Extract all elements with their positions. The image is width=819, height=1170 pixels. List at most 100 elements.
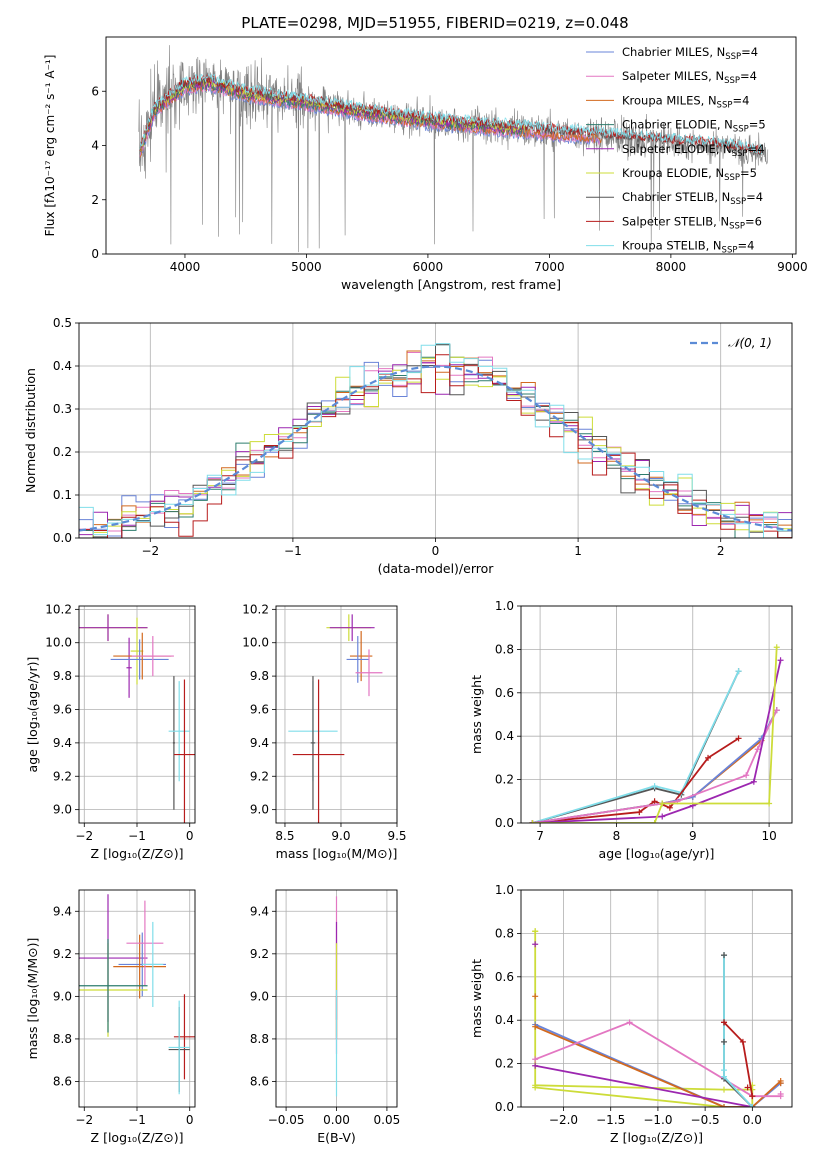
weight-marker-salpeter_stelib — [735, 735, 742, 742]
weight-marker-kroupa_miles — [777, 1080, 784, 1087]
y-tick-label: 10.2 — [45, 602, 72, 616]
mass_vs_z-grid — [79, 890, 195, 1107]
weight-marker-kroupa_stelib — [721, 1073, 728, 1080]
spectrum-plot: 4000 5000 6000 7000 8000 9000 0 2 4 6 wavelength [… — [43, 36, 808, 292]
x-tick-label: 8 — [613, 829, 621, 843]
x-tick-label: 0.00 — [323, 1113, 350, 1127]
mass_vs_ebv-plot: −0.05 0.00 0.05 8.6 8.8 9.0 9.2 9.4 E(B-V) — [250, 889, 400, 1145]
weight-marker-kroupa_elodie — [659, 800, 666, 807]
legend-entry: Chabrier STELIB, NSSP=4 — [622, 190, 763, 207]
axes-frame — [275, 605, 398, 824]
y-tick-label: 9.4 — [250, 904, 269, 918]
weight-marker-kroupa_stelib — [721, 1067, 728, 1074]
y-tick-label: 10.0 — [242, 636, 269, 650]
weight-marker-kroupa_elodie — [721, 1086, 728, 1093]
residual_histogram-marks — [79, 343, 792, 538]
y-tick-label: 4 — [91, 139, 99, 153]
model-spectrum-chabrier_miles — [139, 83, 601, 159]
x-tick-label: 6000 — [413, 260, 444, 274]
y-tick-label: 9.8 — [53, 669, 72, 683]
y-axis-label: mass [log₁₀(M/M⊙)] — [25, 938, 40, 1060]
age_vs_mass-axes: 8.5 9.0 9.5 9.0 9.2 9.4 9.6 9.8 10.0 10.2 mass [lo… — [242, 602, 406, 861]
legend-entry: 𝒩(0, 1) — [728, 336, 772, 350]
y-tick-label: 8.8 — [250, 1032, 269, 1046]
weight-line-salpeter_miles — [532, 709, 778, 823]
spectrum-axes: 4000 5000 6000 7000 8000 9000 0 2 4 6 wavelength [… — [43, 36, 808, 292]
y-tick-label: 0.4 — [495, 729, 514, 743]
histogram-kroupa_stelib — [79, 343, 792, 538]
y-tick-label: 9.4 — [53, 736, 72, 750]
spectrum-legend: Chabrier MILES, NSSP=4 Salpeter MILES, NS… — [586, 45, 766, 256]
y-tick-label: 9.2 — [250, 947, 269, 961]
weight-marker-salpeter_stelib — [651, 798, 658, 805]
y-tick-label: 8.6 — [250, 1074, 269, 1088]
y-tick-label: 0.2 — [53, 445, 72, 459]
model-spectrum-kroupa_elodie — [139, 77, 526, 152]
x-tick-label: −1 — [284, 544, 302, 558]
weight-marker-salpeter_elodie — [659, 813, 666, 820]
x-tick-label: 8000 — [656, 260, 687, 274]
axes-frame — [275, 889, 398, 1108]
y-axis-label: Flux [fλ10⁻¹⁷ erg cm⁻² s⁻¹ A⁻¹] — [43, 55, 57, 237]
weight-marker-salpeter_miles — [532, 1056, 539, 1063]
y-axis-label: mass weight — [469, 959, 484, 1038]
weight-marker-kroupa_elodie — [651, 820, 658, 823]
y-tick-label: 1.0 — [495, 883, 514, 897]
weight-marker-kroupa_elodie — [766, 800, 773, 807]
y-tick-label: 0.0 — [495, 816, 514, 830]
legend-entry: Kroupa STELIB, NSSP=4 — [622, 239, 754, 256]
weight-marker-kroupa_elodie — [773, 644, 780, 651]
weight-marker-salpeter_stelib — [636, 809, 643, 816]
weight-line-salpeter_elodie — [535, 1064, 753, 1107]
x-axis-label: Z [log₁₀(Z/Z⊙)] — [91, 1130, 184, 1145]
y-tick-label: 9.2 — [53, 947, 72, 961]
weight-marker-chabrier_stelib — [721, 952, 728, 959]
age_vs_z-plot: −2 −1 0 9.0 9.2 9.4 9.6 9.8 10.0 10.2 Z [log₁₀(Z/Z… — [25, 602, 196, 861]
y-tick-label: 0.8 — [495, 926, 514, 940]
weight-marker-salpeter_elodie — [532, 1062, 539, 1069]
weight-line-kroupa_stelib — [532, 670, 740, 823]
weight-line-kroupa_elodie — [534, 931, 754, 1107]
x-tick-label: 0 — [186, 829, 194, 843]
x-tick-label: 10 — [761, 829, 776, 843]
weight-marker-salpeter_stelib — [705, 754, 712, 761]
mass_vs_z-plot: −2 −1 0 8.6 8.8 9.0 9.2 9.4 Z [log₁₀(Z/Z⊙)] mass … — [25, 889, 196, 1145]
figure-title: PLATE=0298, MJD=51955, FIBERID=0219, z=0… — [241, 14, 628, 32]
y-tick-label: 9.4 — [250, 736, 269, 750]
weight-marker-kroupa_miles — [721, 1104, 728, 1107]
weight-marker-salpeter_miles — [626, 1019, 633, 1026]
x-tick-label: −1 — [128, 1113, 146, 1127]
weight-marker-salpeter_miles — [743, 772, 750, 779]
weight-marker-salpeter_miles — [754, 746, 761, 753]
weight_vs_age-axes: 7 8 9 10 0.0 0.2 0.4 0.6 0.8 1.0 age [log₁₀(age/yr… — [469, 599, 793, 861]
axes-frame — [520, 889, 793, 1108]
legend-entry: Chabrier ELODIE, NSSP=5 — [622, 118, 766, 135]
weight-marker-chabrier_stelib — [721, 1038, 728, 1045]
y-tick-label: 9.6 — [53, 702, 72, 716]
mass_vs_z-marks — [79, 894, 195, 1095]
y-tick-label: 9.8 — [250, 669, 269, 683]
weight_vs_z-plot: −2.0 −1.5 −1.0 −0.5 0.0 0.0 0.2 0.4 0.6 0.8 1.0 Z [… — [469, 883, 793, 1145]
y-axis-label: mass weight — [469, 675, 484, 754]
weight-marker-kroupa_stelib — [749, 1104, 756, 1107]
x-axis-label: E(B-V) — [317, 1130, 356, 1145]
age_vs_z-axes: −2 −1 0 9.0 9.2 9.4 9.6 9.8 10.0 10.2 Z [log₁₀(Z/Z… — [25, 602, 196, 861]
weight-marker-salpeter_stelib — [739, 1038, 746, 1045]
x-axis-label: mass [log₁₀(M/M⊙)] — [276, 846, 398, 861]
x-tick-label: 8.5 — [275, 829, 294, 843]
x-tick-label: 9000 — [777, 260, 808, 274]
x-tick-label: 0 — [432, 544, 440, 558]
y-tick-label: 0.1 — [53, 488, 72, 502]
weight-marker-kroupa_elodie — [532, 1082, 539, 1089]
weight-marker-salpeter_stelib — [721, 1019, 728, 1026]
weight-marker-kroupa_elodie — [532, 928, 539, 935]
spectrum-marks — [138, 45, 769, 253]
x-tick-label: 9 — [689, 829, 697, 843]
weight-marker-salpeter_miles — [773, 707, 780, 714]
age_vs_z-marks — [79, 614, 195, 823]
residual_histogram-plot: −2 −1 0 1 2 0.0 0.1 0.2 0.3 0.4 0.5 (data-model)/er… — [23, 316, 793, 576]
weight-marker-kroupa_elodie — [529, 820, 536, 823]
weight-marker-salpeter_elodie — [750, 778, 757, 785]
weight-line-chabrier_miles — [532, 709, 778, 823]
